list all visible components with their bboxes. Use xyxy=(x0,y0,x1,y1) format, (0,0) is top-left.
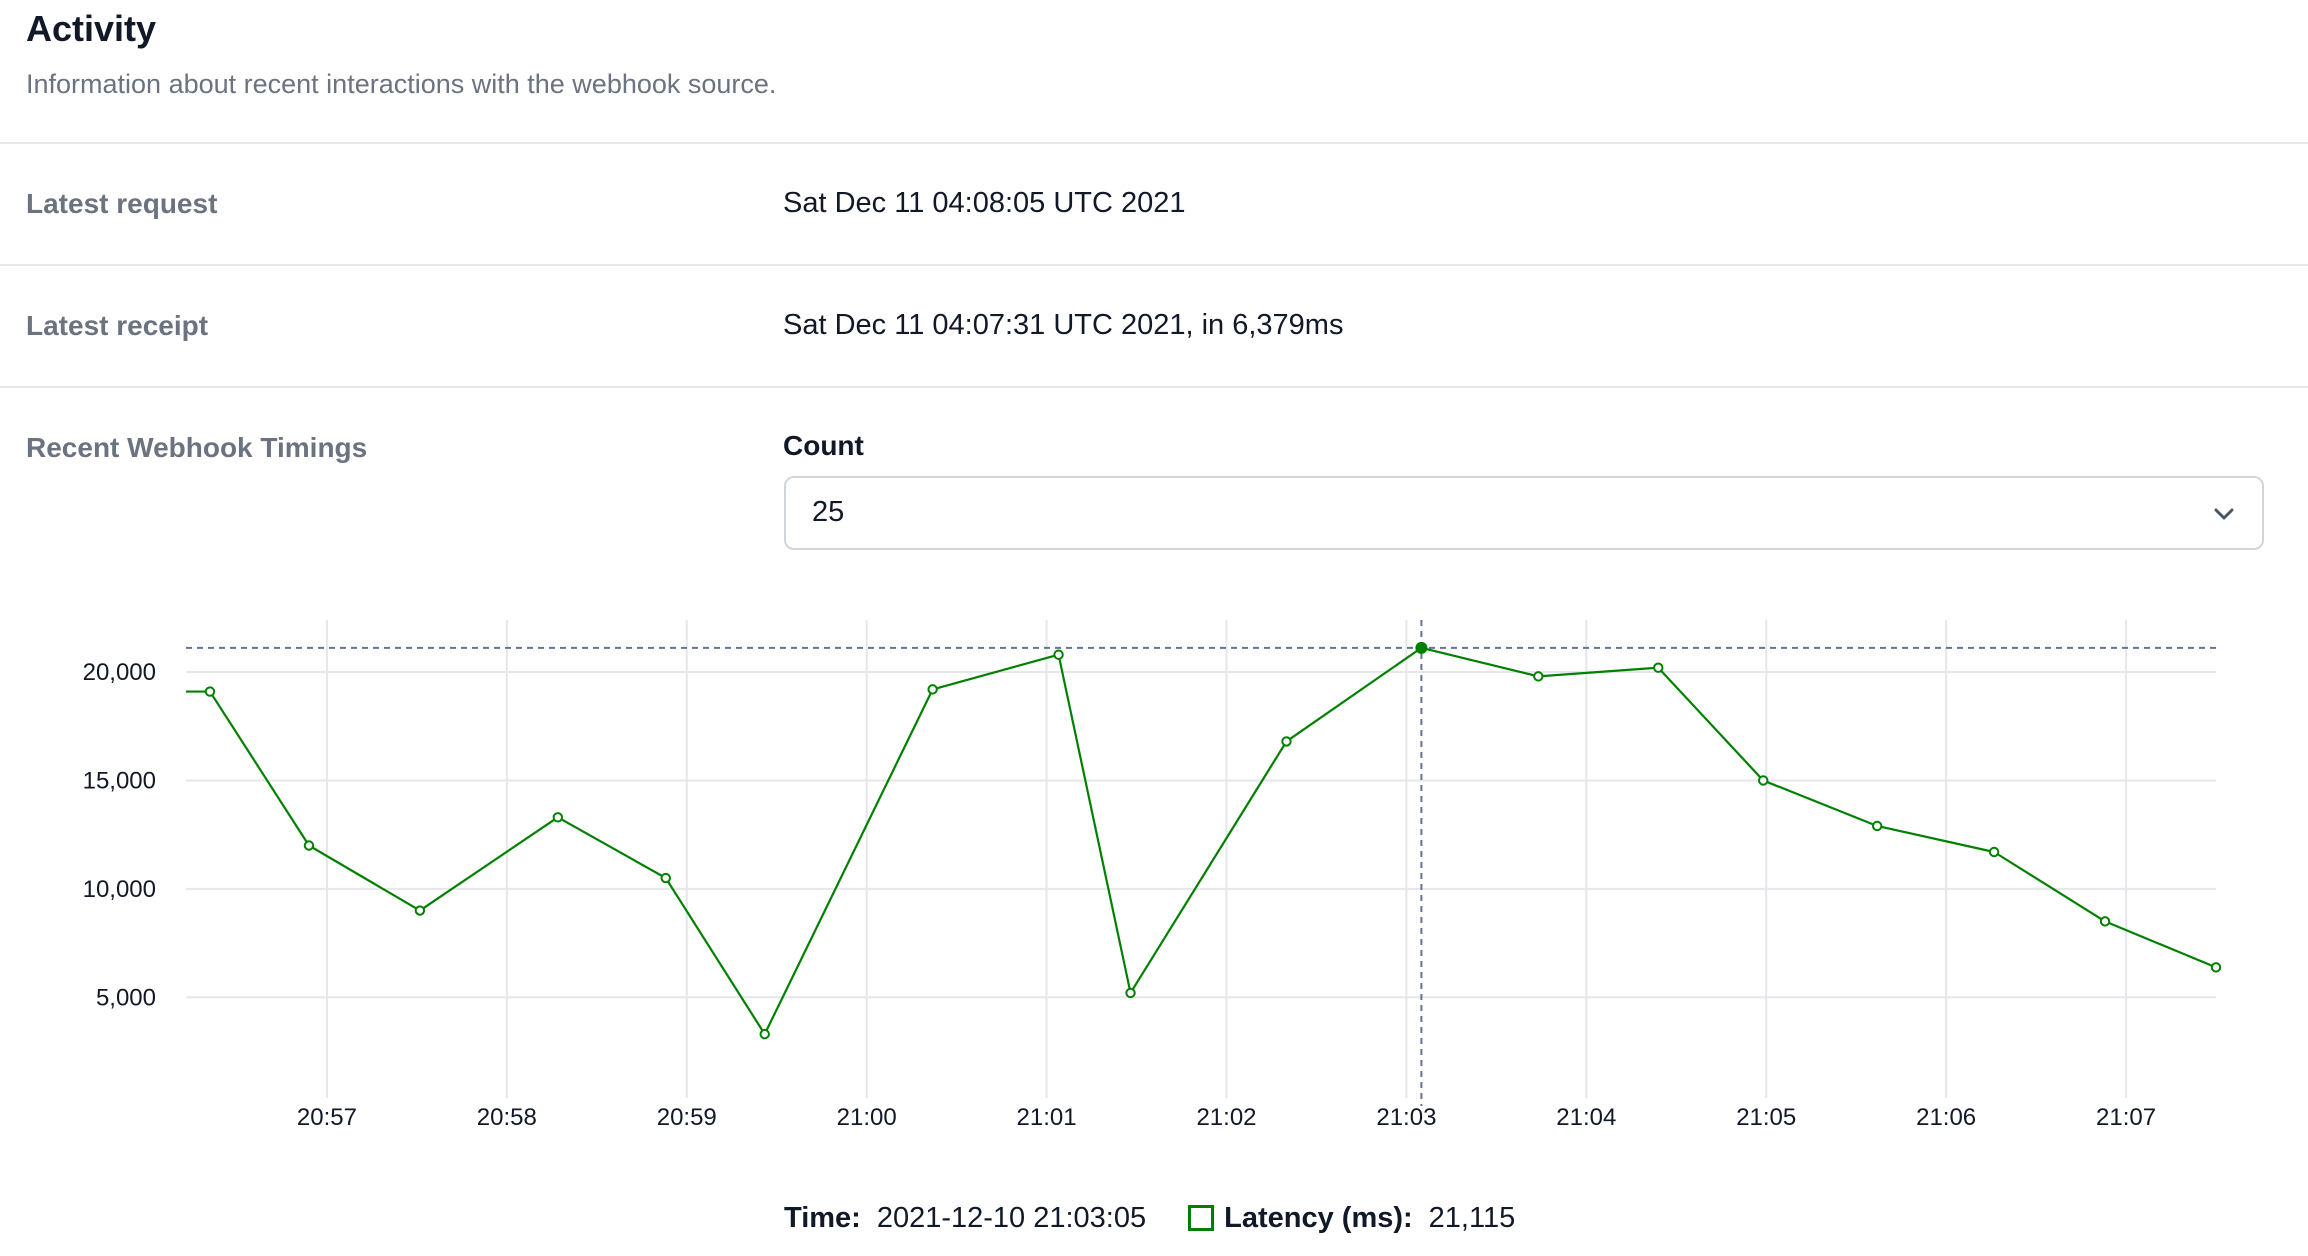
latest-receipt-row: Latest receipt Sat Dec 11 04:07:31 UTC 2… xyxy=(0,264,2308,386)
count-select[interactable]: 25 xyxy=(784,476,2264,550)
chart-grid xyxy=(186,620,2216,1098)
chart-tooltip: Time: 2021-12-10 21:03:05 Latency (ms): … xyxy=(784,1198,1515,1238)
chevron-down-icon xyxy=(2214,508,2234,520)
data-point xyxy=(759,1028,770,1040)
tooltip-latency-value: 21,115 xyxy=(1428,1201,1516,1234)
data-point xyxy=(1988,846,2000,858)
y-tick-label: 20,000 xyxy=(83,659,156,686)
latest-request-row: Latest request Sat Dec 11 04:08:05 UTC 2… xyxy=(0,142,2308,264)
data-point xyxy=(927,684,938,695)
latency-series-line xyxy=(186,646,2217,1036)
y-axis-ticks: 5,000 10,000 15,000 20,000 xyxy=(83,659,156,1011)
webhook-timings-row: Recent Webhook Timings xyxy=(0,386,2308,463)
chart-series xyxy=(186,641,2222,1040)
x-tick-label: 21:03 xyxy=(1376,1104,1436,1131)
active-data-point xyxy=(1415,641,1428,654)
data-point xyxy=(2099,916,2111,927)
y-tick-label: 15,000 xyxy=(83,767,156,794)
page-subtitle: Information about recent interactions wi… xyxy=(26,69,777,99)
data-point xyxy=(1758,775,1769,786)
latest-request-value: Sat Dec 11 04:08:05 UTC 2021 xyxy=(783,187,1186,219)
data-point xyxy=(414,905,426,916)
x-tick-label: 20:57 xyxy=(297,1104,357,1131)
data-point xyxy=(1053,649,1064,660)
count-label: Count xyxy=(783,430,864,461)
chart-crosshair xyxy=(186,620,2216,1106)
y-tick-label: 5,000 xyxy=(96,984,156,1011)
x-tick-label: 21:04 xyxy=(1556,1104,1616,1131)
latest-request-label: Latest request xyxy=(26,188,218,219)
data-point xyxy=(552,812,564,823)
latest-receipt-value: Sat Dec 11 04:07:31 UTC 2021, in 6,379ms xyxy=(783,309,1344,341)
x-tick-label: 20:59 xyxy=(657,1104,717,1131)
latency-legend-swatch xyxy=(1188,1205,1215,1231)
x-axis-ticks: 20:57 20:58 20:59 21:00 21:01 21:02 21:03 21:04… xyxy=(297,1104,2156,1131)
data-point xyxy=(660,872,671,884)
x-tick-label: 21:00 xyxy=(837,1104,897,1131)
data-point xyxy=(303,840,315,851)
data-point xyxy=(1533,671,1544,682)
data-point xyxy=(1281,736,1292,747)
x-tick-label: 21:02 xyxy=(1196,1104,1256,1131)
page-title: Activity xyxy=(26,8,157,49)
x-tick-label: 20:58 xyxy=(477,1104,537,1131)
webhook-timings-label: Recent Webhook Timings xyxy=(26,432,368,463)
tooltip-time-label: Time: xyxy=(784,1201,861,1234)
y-tick-label: 10,000 xyxy=(83,876,156,903)
x-tick-label: 21:01 xyxy=(1017,1104,1077,1131)
latest-receipt-label: Latest receipt xyxy=(26,310,209,341)
tooltip-time-value: 2021-12-10 21:03:05 xyxy=(876,1201,1147,1234)
x-tick-label: 21:06 xyxy=(1916,1104,1976,1131)
x-tick-label: 21:07 xyxy=(2096,1104,2156,1131)
data-point xyxy=(1653,662,1664,673)
tooltip-latency-label: Latency (ms): xyxy=(1224,1201,1413,1234)
count-select-value: 25 xyxy=(812,496,845,528)
data-point xyxy=(204,686,216,697)
data-point xyxy=(1125,987,1136,999)
webhook-timings-chart[interactable]: 20:57 20:58 20:59 21:00 21:01 21:02 21:03 21:04… xyxy=(0,600,2308,1160)
x-tick-label: 21:05 xyxy=(1736,1104,1796,1131)
activity-header: Activity Information about recent intera… xyxy=(26,6,776,102)
data-point xyxy=(2210,962,2222,973)
data-point xyxy=(1871,820,1883,832)
